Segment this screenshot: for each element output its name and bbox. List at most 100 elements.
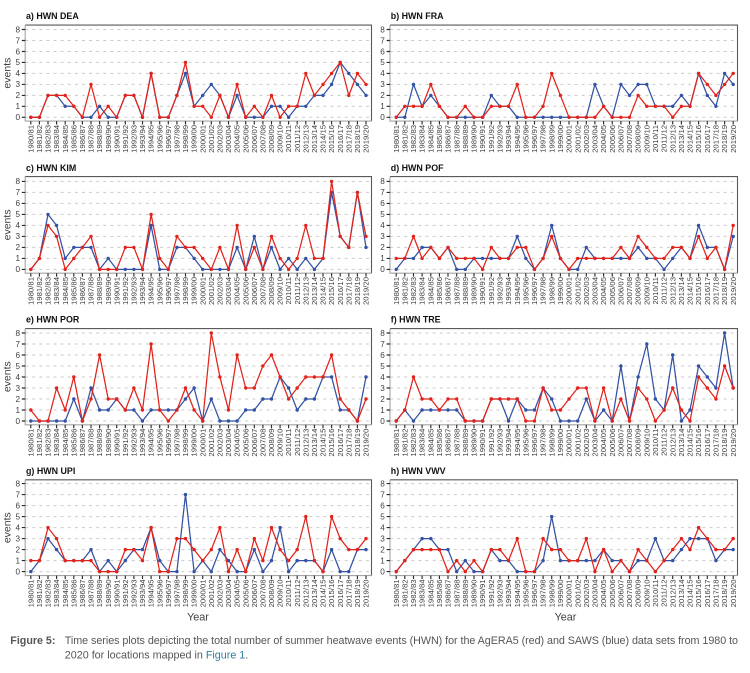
svg-text:2013/14: 2013/14 bbox=[310, 276, 319, 305]
svg-text:events: events bbox=[2, 58, 14, 89]
svg-text:3: 3 bbox=[15, 80, 20, 89]
svg-text:2005/06: 2005/06 bbox=[608, 125, 617, 153]
svg-text:4: 4 bbox=[15, 523, 20, 532]
svg-text:1994/95: 1994/95 bbox=[147, 277, 156, 305]
svg-text:1984/85: 1984/85 bbox=[426, 277, 435, 305]
svg-text:2017/18: 2017/18 bbox=[712, 277, 721, 305]
svg-text:1991/92: 1991/92 bbox=[487, 125, 496, 153]
svg-text:2004/05: 2004/05 bbox=[233, 579, 242, 607]
svg-text:1983/84: 1983/84 bbox=[52, 579, 61, 608]
svg-text:1981/82: 1981/82 bbox=[35, 429, 44, 457]
svg-text:1981/82: 1981/82 bbox=[400, 429, 409, 457]
svg-text:1999/00: 1999/00 bbox=[190, 579, 199, 607]
svg-text:1988/89: 1988/89 bbox=[461, 579, 470, 607]
svg-text:1982/83: 1982/83 bbox=[44, 277, 53, 305]
svg-text:1980/81: 1980/81 bbox=[392, 579, 401, 607]
svg-text:2010/11: 2010/11 bbox=[284, 277, 293, 304]
svg-text:2004/05: 2004/05 bbox=[599, 125, 608, 153]
svg-text:3: 3 bbox=[380, 534, 385, 543]
svg-text:2012/13: 2012/13 bbox=[301, 277, 310, 305]
svg-text:1986/87: 1986/87 bbox=[78, 579, 87, 607]
svg-text:2010/11: 2010/11 bbox=[651, 579, 660, 606]
svg-text:1990/91: 1990/91 bbox=[112, 429, 121, 457]
svg-text:1986/87: 1986/87 bbox=[444, 125, 453, 153]
svg-text:2: 2 bbox=[15, 91, 20, 100]
svg-text:1993/94: 1993/94 bbox=[138, 276, 147, 305]
svg-text:3: 3 bbox=[15, 384, 20, 393]
svg-text:2003/04: 2003/04 bbox=[224, 428, 233, 457]
svg-text:2014/15: 2014/15 bbox=[686, 429, 695, 457]
svg-text:2019/20: 2019/20 bbox=[362, 125, 371, 153]
svg-text:5: 5 bbox=[15, 58, 20, 67]
svg-text:2015/16: 2015/16 bbox=[694, 277, 703, 305]
svg-text:1999/00: 1999/00 bbox=[556, 429, 565, 457]
svg-text:2013/14: 2013/14 bbox=[310, 428, 319, 457]
svg-text:1986/87: 1986/87 bbox=[78, 277, 87, 305]
svg-text:2014/15: 2014/15 bbox=[319, 125, 328, 153]
svg-text:8: 8 bbox=[15, 479, 20, 488]
svg-text:1982/83: 1982/83 bbox=[409, 277, 418, 305]
svg-text:1980/81: 1980/81 bbox=[26, 579, 35, 607]
svg-text:2015/16: 2015/16 bbox=[327, 579, 336, 607]
svg-text:2000/01: 2000/01 bbox=[565, 579, 574, 607]
svg-text:1993/94: 1993/94 bbox=[504, 579, 513, 608]
svg-text:2016/17: 2016/17 bbox=[703, 579, 712, 607]
svg-text:1996/97: 1996/97 bbox=[530, 579, 539, 607]
svg-text:2003/04: 2003/04 bbox=[591, 428, 600, 457]
svg-text:1999/00: 1999/00 bbox=[190, 125, 199, 153]
svg-text:2018/19: 2018/19 bbox=[720, 277, 729, 305]
svg-text:5: 5 bbox=[380, 362, 385, 371]
svg-text:4: 4 bbox=[15, 69, 20, 78]
svg-text:1996/97: 1996/97 bbox=[164, 429, 173, 457]
svg-text:2017/18: 2017/18 bbox=[712, 579, 721, 607]
svg-text:1994/95: 1994/95 bbox=[147, 579, 156, 607]
svg-text:5: 5 bbox=[380, 512, 385, 521]
svg-text:1: 1 bbox=[380, 254, 385, 263]
svg-text:1996/97: 1996/97 bbox=[164, 125, 173, 153]
svg-text:2018/19: 2018/19 bbox=[353, 277, 362, 305]
svg-text:1987/88: 1987/88 bbox=[87, 579, 96, 607]
svg-text:2008/09: 2008/09 bbox=[267, 579, 276, 607]
svg-text:1985/86: 1985/86 bbox=[435, 579, 444, 607]
svg-text:Year: Year bbox=[187, 612, 209, 624]
svg-text:1981/82: 1981/82 bbox=[35, 579, 44, 607]
svg-text:1995/96: 1995/96 bbox=[155, 429, 164, 457]
svg-text:1993/94: 1993/94 bbox=[504, 276, 513, 305]
svg-text:0: 0 bbox=[380, 113, 385, 122]
svg-text:0: 0 bbox=[15, 567, 20, 576]
svg-text:2004/05: 2004/05 bbox=[233, 277, 242, 305]
svg-text:1985/86: 1985/86 bbox=[69, 125, 78, 153]
svg-text:2017/18: 2017/18 bbox=[344, 277, 353, 305]
svg-text:2012/13: 2012/13 bbox=[668, 277, 677, 305]
svg-text:1999/00: 1999/00 bbox=[556, 579, 565, 607]
svg-text:5: 5 bbox=[15, 210, 20, 219]
svg-text:2016/17: 2016/17 bbox=[703, 429, 712, 457]
svg-text:1988/89: 1988/89 bbox=[461, 125, 470, 153]
svg-text:5: 5 bbox=[380, 58, 385, 67]
svg-text:2014/15: 2014/15 bbox=[319, 429, 328, 457]
svg-text:2016/17: 2016/17 bbox=[703, 125, 712, 153]
svg-text:2014/15: 2014/15 bbox=[686, 579, 695, 607]
svg-text:2010/11: 2010/11 bbox=[284, 579, 293, 606]
svg-text:2001/02: 2001/02 bbox=[573, 277, 582, 305]
svg-text:2002/03: 2002/03 bbox=[582, 579, 591, 607]
svg-text:2001/02: 2001/02 bbox=[573, 579, 582, 607]
svg-text:2017/18: 2017/18 bbox=[712, 429, 721, 457]
svg-text:8: 8 bbox=[380, 177, 385, 186]
svg-text:2: 2 bbox=[15, 395, 20, 404]
svg-text:2000/01: 2000/01 bbox=[198, 277, 207, 305]
svg-text:1991/92: 1991/92 bbox=[121, 429, 130, 457]
svg-text:1997/98: 1997/98 bbox=[173, 429, 182, 457]
svg-text:6: 6 bbox=[15, 501, 20, 510]
svg-text:0: 0 bbox=[15, 113, 20, 122]
svg-text:2004/05: 2004/05 bbox=[599, 277, 608, 305]
svg-text:6: 6 bbox=[380, 351, 385, 360]
svg-text:7: 7 bbox=[380, 188, 385, 197]
svg-text:1982/83: 1982/83 bbox=[44, 429, 53, 457]
svg-text:2008/09: 2008/09 bbox=[267, 125, 276, 153]
svg-text:f) HWN TRE: f) HWN TRE bbox=[391, 315, 441, 325]
svg-text:1985/86: 1985/86 bbox=[69, 277, 78, 305]
svg-text:2007/08: 2007/08 bbox=[259, 429, 268, 457]
svg-text:0: 0 bbox=[15, 417, 20, 426]
svg-text:events: events bbox=[2, 361, 14, 392]
